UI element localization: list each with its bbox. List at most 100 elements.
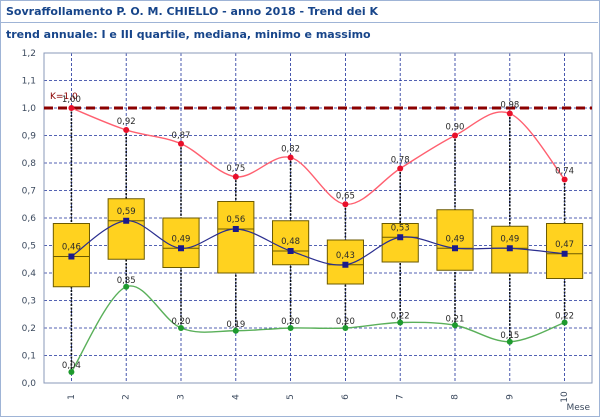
y-tick-label: 0,7: [22, 187, 36, 197]
max-data-label: 0,90: [446, 123, 465, 133]
x-tick-label: 6: [341, 394, 351, 400]
median-point: [178, 245, 184, 252]
median-data-label: 0,53: [391, 223, 410, 233]
median-series-line: [71, 220, 565, 266]
quartile-box: [217, 201, 255, 274]
threshold-label: K=1,0: [50, 92, 78, 102]
min-series-line: [70, 285, 565, 373]
median-point: [232, 226, 239, 232]
plot-area-border: [43, 52, 593, 384]
median-data-label: 0,49: [172, 234, 191, 244]
max-point: [287, 154, 294, 161]
y-tick-label: 0,5: [22, 242, 36, 252]
max-point: [397, 165, 404, 172]
quartile-box: [272, 220, 310, 266]
min-point: [68, 369, 75, 375]
median-data-label: 0,49: [446, 234, 465, 244]
y-tick-label: 0,8: [22, 159, 37, 169]
max-point: [232, 173, 239, 180]
min-point: [232, 327, 239, 334]
median-data-label: 0,43: [336, 251, 355, 261]
median-data-label: 0,56: [226, 215, 245, 225]
max-data-label: 0,87: [172, 131, 191, 141]
quartile-box: [381, 223, 419, 263]
min-data-label: 0,35: [117, 276, 136, 286]
max-data-label: 0,82: [281, 145, 300, 155]
max-data-label: 0,65: [336, 191, 355, 201]
quartile-box: [162, 217, 200, 268]
median-point: [287, 248, 294, 254]
min-data-label: 0,20: [281, 317, 300, 327]
max-data-label: 0,75: [226, 164, 245, 174]
x-tick-label: 1: [67, 394, 77, 400]
max-data-label: 1,00: [62, 95, 81, 105]
min-data-label: 0,19: [226, 320, 245, 330]
quartile-box: [436, 209, 474, 271]
x-axis-title: Mese: [566, 403, 590, 413]
median-point: [123, 217, 130, 224]
y-tick-label: 0,6: [22, 214, 37, 224]
min-point: [178, 325, 184, 331]
y-tick-label: 1,2: [22, 49, 36, 59]
max-data-label: 0,98: [500, 101, 519, 111]
median-data-label: 0,49: [500, 234, 519, 244]
min-point: [287, 325, 294, 331]
min-data-label: 0,20: [336, 317, 355, 327]
x-tick-label: 3: [177, 394, 187, 400]
y-tick-label: 0,2: [22, 324, 36, 334]
median-data-label: 0,48: [281, 237, 300, 247]
median-data-label: 0,47: [555, 240, 574, 250]
max-point: [506, 110, 513, 117]
min-point: [397, 319, 404, 326]
max-data-label: 0,74: [555, 167, 574, 177]
title-divider: [0, 22, 598, 23]
median-point: [561, 250, 568, 257]
x-tick-label: 2: [122, 394, 132, 400]
min-point: [561, 319, 568, 326]
max-point: [123, 127, 130, 133]
min-point: [506, 338, 513, 345]
x-tick-label: 9: [505, 394, 515, 400]
x-tick-label: 4: [231, 394, 241, 400]
min-point: [342, 325, 349, 331]
min-data-label: 0,15: [500, 331, 519, 341]
max-point: [561, 176, 568, 183]
median-data-label: 0,46: [62, 243, 81, 253]
median-data-label: 0,59: [117, 207, 136, 217]
min-data-label: 0,21: [446, 314, 465, 324]
median-point: [342, 261, 349, 268]
x-tick-label: 8: [451, 394, 461, 400]
min-data-label: 0,20: [172, 317, 191, 327]
min-point: [452, 322, 458, 329]
max-point: [178, 140, 184, 147]
min-data-label: 0,22: [391, 312, 410, 322]
min-data-label: 0,22: [555, 312, 574, 322]
x-tick-label: 7: [396, 394, 406, 400]
max-series-line: [71, 107, 566, 205]
median-point: [506, 245, 513, 252]
y-tick-label: 1,0: [22, 104, 37, 114]
median-point: [68, 253, 75, 260]
x-tick-label: 10: [560, 391, 570, 403]
max-data-label: 0,78: [391, 156, 410, 166]
x-tick-label: 5: [286, 394, 296, 400]
max-data-label: 0,92: [117, 117, 136, 127]
median-point: [452, 245, 458, 252]
max-point: [68, 105, 75, 111]
max-point: [452, 132, 458, 139]
y-tick-label: 0,1: [22, 352, 36, 362]
y-tick-label: 0,4: [22, 269, 37, 279]
quartile-box: [107, 198, 145, 260]
y-tick-label: 1,1: [22, 77, 36, 87]
chart-subtitle: trend annuale: I e III quartile, mediana…: [6, 28, 371, 41]
y-tick-label: 0,3: [22, 297, 36, 307]
median-point: [397, 234, 404, 241]
max-point: [342, 201, 349, 208]
y-tick-label: 0,0: [22, 379, 37, 389]
y-tick-label: 0,9: [22, 132, 37, 142]
chart-title: Sovraffollamento P. O. M. CHIELLO - anno…: [6, 5, 379, 18]
min-point: [123, 283, 130, 290]
min-data-label: 0,04: [62, 361, 81, 371]
